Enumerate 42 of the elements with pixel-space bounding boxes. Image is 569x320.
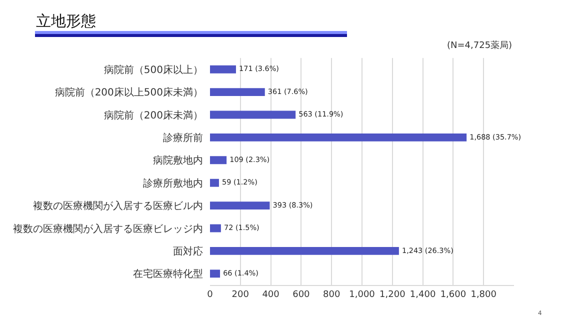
y-tick-label: 複数の医療機関が入居する医療ビレッジ内 bbox=[13, 222, 203, 235]
data-label: 1,243 (26.3%) bbox=[402, 246, 454, 255]
x-tick-label: 800 bbox=[323, 290, 340, 300]
data-label: 1,688 (35.7%) bbox=[470, 132, 522, 142]
x-tick-label: 1,400 bbox=[410, 290, 436, 300]
bar bbox=[210, 178, 219, 187]
data-label: 72 (1.5%) bbox=[224, 223, 260, 232]
bar bbox=[210, 65, 236, 74]
data-label: 66 (1.4%) bbox=[223, 268, 259, 278]
data-label: 361 (7.6%) bbox=[268, 86, 308, 96]
bar bbox=[210, 133, 467, 142]
text: 立地形態 bbox=[36, 12, 96, 31]
x-tick-label: 0 bbox=[207, 290, 214, 300]
y-tick-label: 病院敷地内 bbox=[153, 154, 203, 167]
y-tick-label: 在宅医療特化型 bbox=[133, 268, 203, 280]
x-tick-label: 1,800 bbox=[470, 290, 497, 300]
data-label: 109 (2.3%) bbox=[230, 154, 270, 164]
y-tick-label: 病院前（200床未満） bbox=[104, 109, 203, 122]
y-tick-label: 複数の医療機関が入居する医療ビル内 bbox=[33, 200, 203, 212]
data-label: 563 (11.9%) bbox=[298, 110, 344, 119]
x-tick-label: 1,000 bbox=[349, 290, 376, 300]
y-tick-label: 診療所前 bbox=[163, 132, 203, 144]
y-tick-label: 病院前（200床以上500床未満） bbox=[54, 86, 203, 99]
bar bbox=[210, 156, 227, 164]
data-label: 59 (1.2%) bbox=[222, 178, 258, 187]
y-tick-label: 診療所敷地内 bbox=[143, 177, 203, 190]
bar bbox=[210, 88, 265, 96]
bar bbox=[210, 246, 399, 255]
y-tick-label: 面対応 bbox=[173, 245, 203, 258]
x-tick-label: 1,600 bbox=[440, 290, 466, 300]
data-label: 393 (8.3%) bbox=[272, 200, 313, 210]
bar bbox=[210, 224, 221, 232]
x-tick-label: 400 bbox=[262, 290, 280, 300]
bar bbox=[210, 110, 296, 119]
x-tick-label: 200 bbox=[232, 290, 250, 300]
data-label: 171 (3.6%) bbox=[239, 64, 280, 74]
text: (N=4,725薬局) bbox=[447, 40, 512, 51]
x-tick-label: 600 bbox=[292, 290, 310, 300]
y-tick-label: 病院前（500床以上） bbox=[104, 64, 203, 76]
bar bbox=[210, 202, 270, 210]
x-tick-label: 1,200 bbox=[380, 290, 406, 300]
bar bbox=[210, 270, 220, 278]
